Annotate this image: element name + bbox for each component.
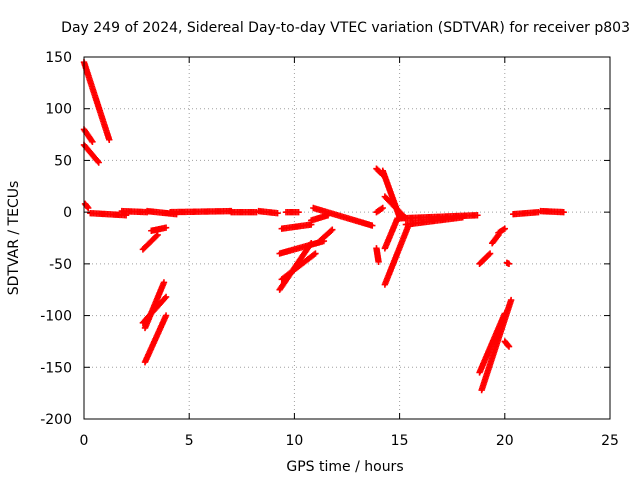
data-point (162, 312, 170, 319)
y-tick-label: 150 (45, 50, 72, 66)
data-point (274, 209, 281, 217)
data-point (95, 159, 102, 166)
data-point (88, 137, 95, 144)
data-point (505, 343, 513, 350)
data-point (485, 251, 493, 258)
data-point (375, 258, 382, 265)
x-tick-label: 25 (601, 433, 619, 449)
y-axis-label: SDTVAR / TECUs (6, 181, 22, 296)
data-point (153, 232, 160, 240)
data-point (161, 294, 169, 302)
plot-frame (83, 56, 611, 420)
data-point (85, 204, 92, 212)
y-tick-label: -50 (49, 257, 72, 273)
data-point (312, 250, 319, 257)
data-point (162, 224, 170, 231)
data-point (154, 231, 161, 239)
data-point (160, 279, 168, 286)
data-point (494, 232, 501, 240)
x-tick-label: 5 (185, 433, 194, 449)
data-point (500, 226, 507, 233)
data-point (310, 251, 318, 258)
data-point (327, 227, 335, 234)
data-point (162, 293, 170, 301)
data-point (486, 250, 494, 257)
data-point (459, 214, 466, 221)
data-point (89, 138, 96, 146)
data-point (501, 225, 508, 232)
y-tick-label: 50 (54, 153, 72, 169)
data-point (378, 205, 385, 213)
y-tick-label: -150 (40, 360, 72, 376)
x-tick-label: 15 (391, 433, 409, 449)
data-point (504, 342, 512, 349)
data-point (379, 204, 386, 212)
x-axis-label: GPS time / hours (286, 459, 403, 475)
data-point (94, 158, 101, 165)
data-point (474, 212, 481, 219)
y-tick-label: 100 (45, 102, 72, 118)
data-point (505, 260, 513, 268)
y-tick-label: -100 (40, 309, 72, 325)
x-tick-label: 10 (285, 433, 303, 449)
data-point (106, 136, 113, 143)
grid-lines (84, 57, 610, 419)
data-point (507, 296, 515, 304)
chart-title: Day 249 of 2024, Sidereal Day-to-day VTE… (61, 20, 630, 36)
y-tick-label: 0 (63, 205, 72, 221)
x-tick-label: 20 (496, 433, 514, 449)
data-point (369, 222, 376, 229)
data-point (295, 208, 302, 216)
axis-ticks: 0 5 10 15 20 25 -200 -150 -100 -50 0 50 100 150 (40, 50, 619, 449)
data-points (80, 58, 567, 394)
data-point (329, 226, 336, 233)
y-tick-label: -200 (40, 412, 72, 428)
data-point (560, 208, 567, 216)
x-tick-label: 0 (80, 433, 89, 449)
